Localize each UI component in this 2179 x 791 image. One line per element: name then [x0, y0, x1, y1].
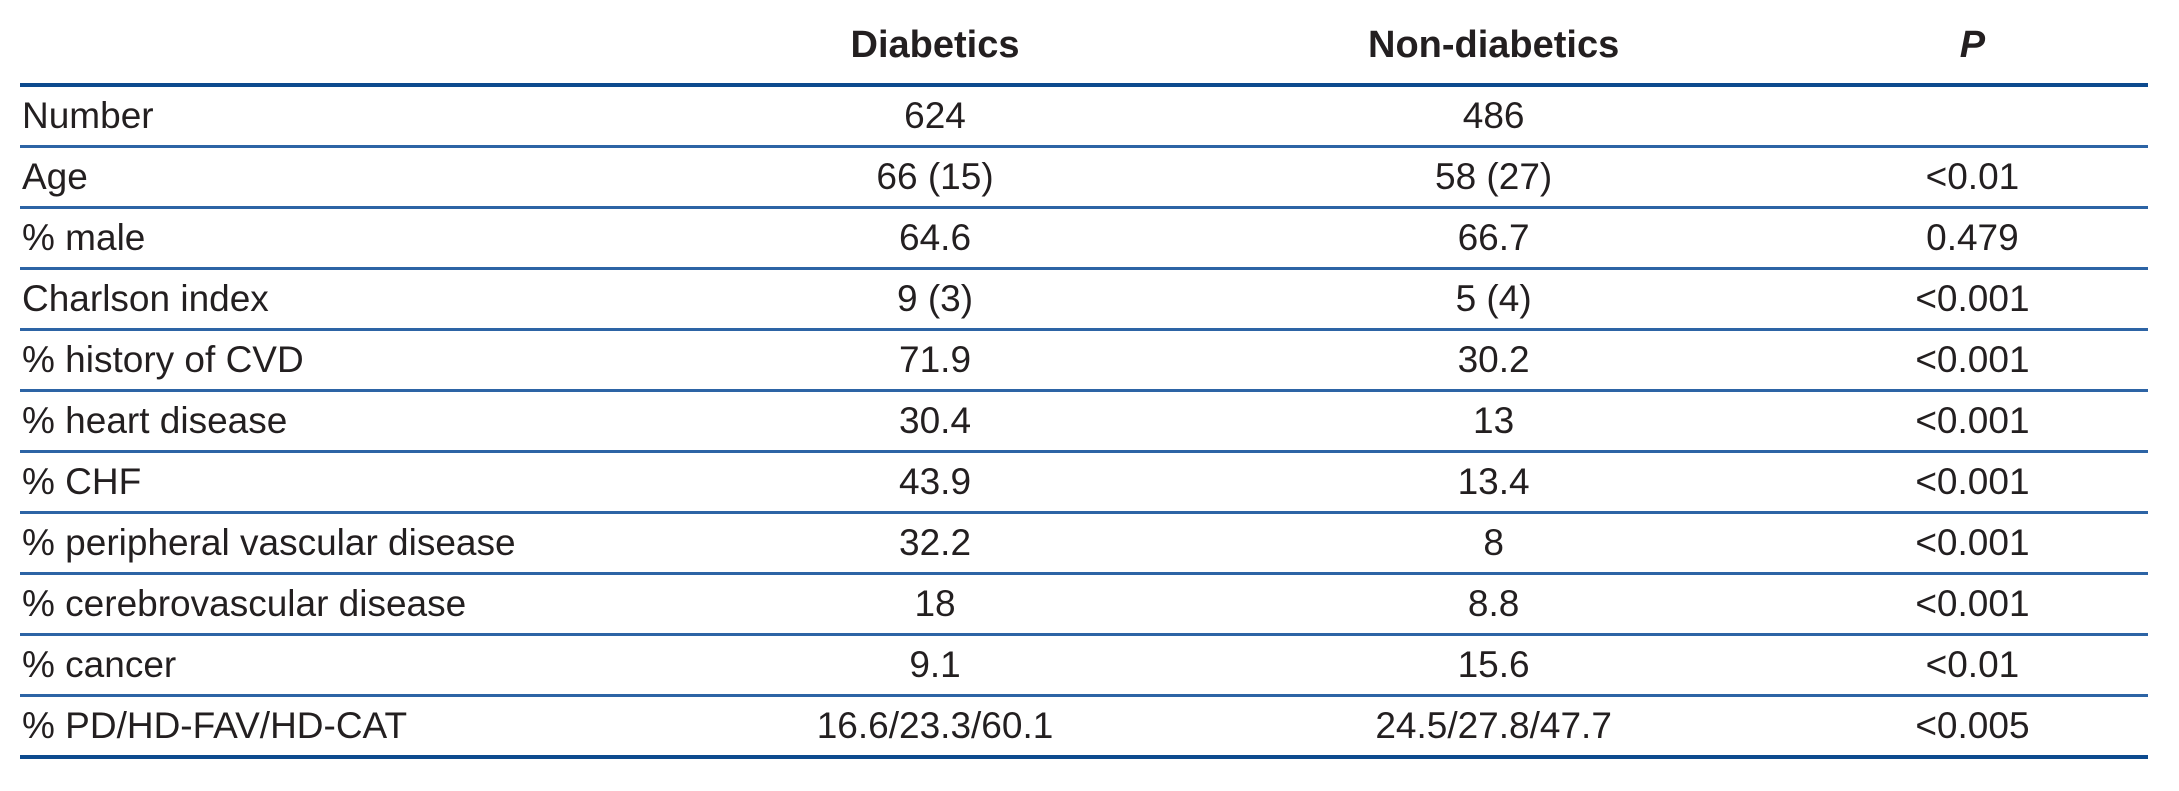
non-diabetics-value: 5 (4) [1190, 268, 1797, 331]
non-diabetics-value: 13 [1190, 390, 1797, 453]
p-value: <0.001 [1796, 268, 2148, 331]
p-value: 0.479 [1796, 207, 2148, 270]
non-diabetics-value: 66.7 [1190, 207, 1797, 270]
diabetics-value: 16.6/23.3/60.1 [679, 695, 1191, 759]
patient-characteristics-table: Diabetics Non-diabetics P Number 624 486… [20, 6, 2148, 759]
column-header-p-value: P [1796, 6, 2148, 87]
table-row: Age 66 (15) 58 (27) <0.01 [20, 146, 2148, 209]
non-diabetics-value: 24.5/27.8/47.7 [1190, 695, 1797, 759]
row-label: % peripheral vascular disease [20, 512, 680, 575]
patient-characteristics-table-wrap: Diabetics Non-diabetics P Number 624 486… [20, 6, 2148, 759]
column-header-diabetics: Diabetics [679, 6, 1191, 87]
non-diabetics-value: 13.4 [1190, 451, 1797, 514]
row-label: Charlson index [20, 268, 680, 331]
p-value [1796, 85, 2148, 148]
p-value: <0.001 [1796, 451, 2148, 514]
column-header-non-diabetics: Non-diabetics [1190, 6, 1797, 87]
diabetics-value: 624 [679, 85, 1191, 148]
diabetics-value: 71.9 [679, 329, 1191, 392]
table-row: Number 624 486 [20, 85, 2148, 148]
diabetics-value: 43.9 [679, 451, 1191, 514]
diabetics-value: 66 (15) [679, 146, 1191, 209]
table-row: % history of CVD 71.9 30.2 <0.001 [20, 329, 2148, 392]
row-label: Age [20, 146, 680, 209]
table-row: % cancer 9.1 15.6 <0.01 [20, 634, 2148, 697]
row-label: Number [20, 85, 680, 148]
p-value: <0.005 [1796, 695, 2148, 759]
row-label: % CHF [20, 451, 680, 514]
p-value: <0.001 [1796, 512, 2148, 575]
row-label: % PD/HD-FAV/HD-CAT [20, 695, 680, 759]
table-row: Charlson index 9 (3) 5 (4) <0.001 [20, 268, 2148, 331]
row-label: % history of CVD [20, 329, 680, 392]
p-value: <0.01 [1796, 634, 2148, 697]
header-row: Diabetics Non-diabetics P [20, 6, 2148, 87]
diabetics-value: 32.2 [679, 512, 1191, 575]
non-diabetics-value: 15.6 [1190, 634, 1797, 697]
diabetics-value: 30.4 [679, 390, 1191, 453]
diabetics-value: 64.6 [679, 207, 1191, 270]
row-label: % cancer [20, 634, 680, 697]
table-row: % male 64.6 66.7 0.479 [20, 207, 2148, 270]
table-row: % heart disease 30.4 13 <0.001 [20, 390, 2148, 453]
non-diabetics-value: 8 [1190, 512, 1797, 575]
row-label: % male [20, 207, 680, 270]
p-value: <0.01 [1796, 146, 2148, 209]
diabetics-value: 9.1 [679, 634, 1191, 697]
row-label: % heart disease [20, 390, 680, 453]
table-row: % PD/HD-FAV/HD-CAT 16.6/23.3/60.1 24.5/2… [20, 695, 2148, 759]
diabetics-value: 9 (3) [679, 268, 1191, 331]
diabetics-value: 18 [679, 573, 1191, 636]
p-value: <0.001 [1796, 329, 2148, 392]
non-diabetics-value: 58 (27) [1190, 146, 1797, 209]
non-diabetics-value: 8.8 [1190, 573, 1797, 636]
table-row: % peripheral vascular disease 32.2 8 <0.… [20, 512, 2148, 575]
p-value: <0.001 [1796, 573, 2148, 636]
table-row: % CHF 43.9 13.4 <0.001 [20, 451, 2148, 514]
table-row: % cerebrovascular disease 18 8.8 <0.001 [20, 573, 2148, 636]
non-diabetics-value: 486 [1190, 85, 1797, 148]
non-diabetics-value: 30.2 [1190, 329, 1797, 392]
row-label: % cerebrovascular disease [20, 573, 680, 636]
p-value: <0.001 [1796, 390, 2148, 453]
column-header-label [20, 6, 680, 87]
